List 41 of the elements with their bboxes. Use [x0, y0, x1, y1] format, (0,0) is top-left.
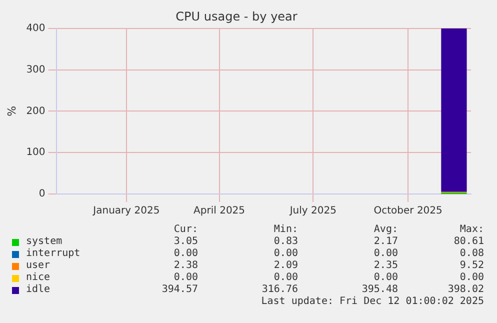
text: 0.00: [272, 248, 298, 260]
text: 316.76: [260, 284, 298, 296]
text: 398.02: [446, 284, 484, 296]
x-tick-label: January 2025: [92, 206, 160, 217]
y-axis-title: %: [5, 106, 18, 116]
legend-label: idle: [26, 284, 52, 296]
x-tick-label: July 2025: [288, 206, 336, 217]
x-tick-label: October 2025: [374, 206, 442, 217]
text: 2.38: [172, 260, 198, 272]
text: Avg:: [372, 224, 398, 236]
y-tick-label: 100: [26, 147, 46, 158]
text: 0.00: [372, 272, 398, 284]
legend-label: interrupt: [26, 248, 82, 260]
y-tick-label: 300: [26, 64, 46, 76]
text: Cur:: [172, 224, 198, 236]
text: 0.00: [458, 272, 484, 284]
y-tick-label: 0: [38, 188, 46, 200]
text: 0.00: [172, 248, 198, 260]
text: 0.00: [172, 272, 198, 284]
text: Last update: Fri Dec 12 01:00:02 2025: [260, 296, 484, 308]
chart-title: CPU usage - by year: [176, 9, 298, 24]
legend-label: nice: [26, 272, 52, 284]
y-tick-label: 200: [26, 106, 46, 117]
x-tick-label: April 2025: [194, 206, 246, 217]
text: 0.08: [458, 248, 484, 260]
legend-label: system: [26, 236, 64, 248]
text: 9.52: [458, 260, 484, 272]
text: 2.17: [372, 236, 398, 248]
text: Max:: [458, 224, 484, 236]
text: 2.35: [372, 260, 398, 272]
text: Min:: [272, 224, 298, 236]
text: 2.09: [272, 260, 298, 272]
text: 0.00: [272, 272, 298, 284]
text: 3.05: [172, 236, 198, 248]
text: 395.48: [360, 284, 398, 296]
text: 80.61: [452, 236, 484, 248]
text: 394.57: [160, 284, 198, 296]
text: 0.83: [272, 236, 298, 248]
text: 0.00: [372, 248, 398, 260]
y-tick-label: 400: [26, 22, 46, 34]
legend-label: user: [26, 260, 52, 272]
